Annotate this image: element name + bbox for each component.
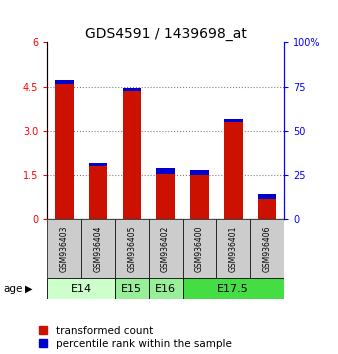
Bar — [250, 219, 284, 278]
Text: GSM936401: GSM936401 — [229, 225, 238, 272]
Bar — [123, 88, 141, 91]
Bar — [190, 175, 209, 219]
Bar — [115, 278, 149, 299]
Text: GSM936404: GSM936404 — [94, 225, 102, 272]
Bar — [224, 119, 243, 122]
Bar — [258, 194, 276, 199]
Bar — [47, 278, 115, 299]
Text: E14: E14 — [71, 284, 92, 293]
Bar — [149, 278, 183, 299]
Bar — [216, 219, 250, 278]
Bar — [115, 219, 149, 278]
Text: ▶: ▶ — [25, 284, 32, 294]
Text: GSM936400: GSM936400 — [195, 225, 204, 272]
Bar — [123, 91, 141, 219]
Bar — [190, 170, 209, 175]
Bar — [55, 80, 74, 84]
Bar — [89, 166, 107, 219]
Bar — [258, 199, 276, 219]
Bar — [81, 219, 115, 278]
Text: GSM936403: GSM936403 — [60, 225, 69, 272]
Text: GSM936402: GSM936402 — [161, 225, 170, 272]
Legend: transformed count, percentile rank within the sample: transformed count, percentile rank withi… — [39, 326, 232, 349]
Bar — [224, 122, 243, 219]
Text: GSM936405: GSM936405 — [127, 225, 136, 272]
Text: E17.5: E17.5 — [217, 284, 249, 293]
Text: E16: E16 — [155, 284, 176, 293]
Text: GSM936406: GSM936406 — [263, 225, 271, 272]
Text: age: age — [3, 284, 23, 294]
Bar — [156, 174, 175, 219]
Title: GDS4591 / 1439698_at: GDS4591 / 1439698_at — [85, 28, 246, 41]
Bar — [183, 278, 284, 299]
Bar — [89, 163, 107, 166]
Bar — [55, 84, 74, 219]
Bar — [156, 169, 175, 174]
Bar — [47, 219, 81, 278]
Bar — [183, 219, 216, 278]
Bar — [149, 219, 183, 278]
Text: E15: E15 — [121, 284, 142, 293]
